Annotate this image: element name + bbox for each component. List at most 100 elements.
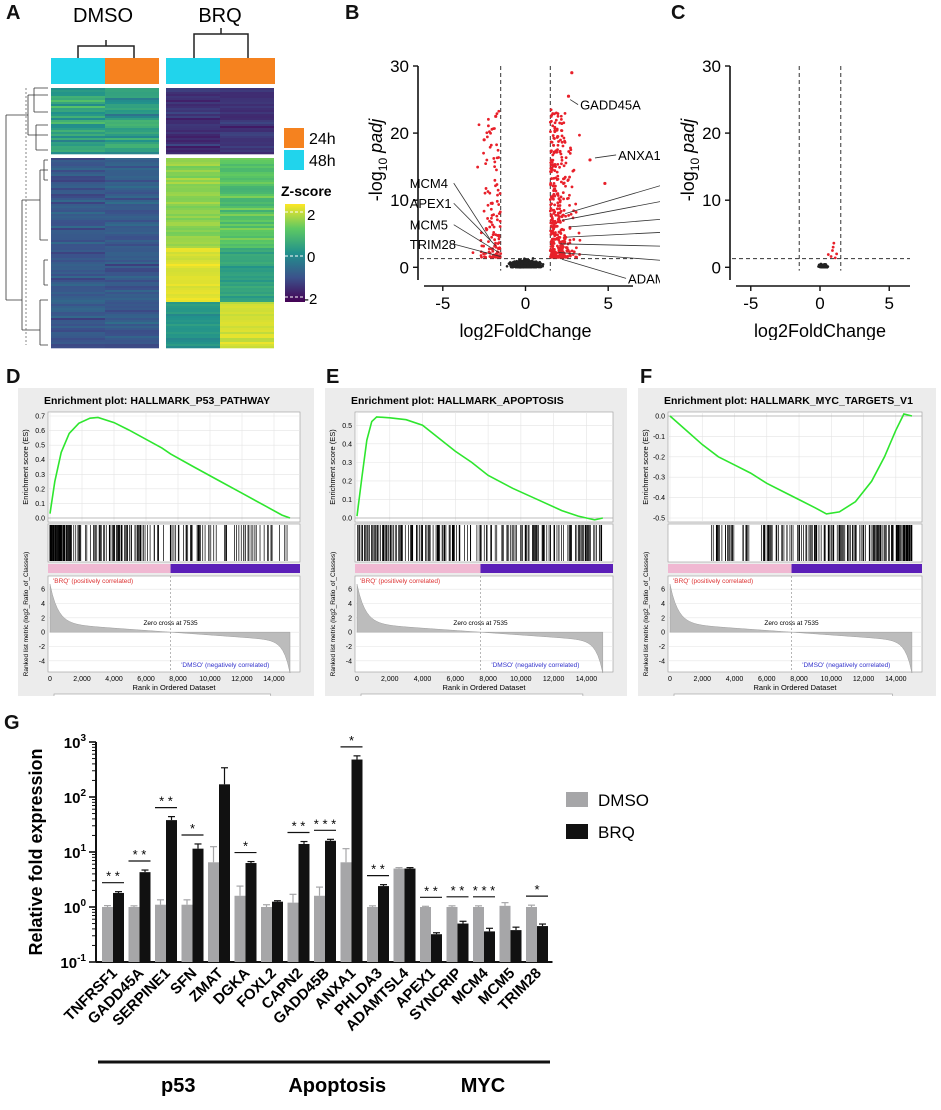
panel-label-a: A [6,2,21,24]
heatmap-cell [105,120,159,123]
heatmap-cell [105,308,159,311]
point-ns [520,261,523,265]
heatmap-cell [220,92,274,95]
heatmap-cell [166,218,220,221]
point-ns [505,265,509,268]
heatmap-cell [166,330,220,333]
point-sig [553,255,556,258]
point-ns [512,265,516,269]
point-sig [495,183,499,186]
heatmap-cell [105,132,159,135]
heatmap-cell [220,242,274,245]
heatmap-cell [166,220,220,223]
heatmap-cell [220,96,274,99]
bar-brq [219,784,230,962]
rank-tick-label: 2 [41,615,45,622]
heatmap-cell [166,160,220,163]
heatmap-cell [51,282,105,285]
heatmap-cell [220,244,274,247]
heatmap-cell [105,142,159,145]
significance-stars: * * [133,847,147,862]
heatmap-cell [220,274,274,277]
point-sig [483,255,486,258]
heatmap-cell [51,136,105,139]
es-tick-label: -0.2 [653,454,665,461]
heatmap-cell [220,182,274,185]
heatmap-cell [105,152,159,155]
heatmap-cell [166,254,220,257]
point-sig [489,143,493,147]
point-sig [562,121,566,125]
point-sig [557,235,561,239]
point-sig [493,165,497,169]
enrichment-profile-line [669,413,913,515]
heatmap-cell [51,244,105,247]
heatmap-cell [51,246,105,249]
point-sig [498,247,502,251]
heatmap-cell [51,184,105,187]
point-sig [560,134,564,138]
y-tick-label: 100 [64,898,87,917]
heatmap-cell [220,138,274,141]
point-sig [551,124,555,128]
point-sig [486,217,489,220]
y-tick-label: 20 [390,124,409,143]
heatmap-cell [51,206,105,209]
heatmap-cell [51,340,105,343]
heatmap-cell [105,316,159,319]
point-sig [498,225,502,228]
bar-dmso [473,907,484,962]
point-sig [549,170,552,173]
heatmap-cell [166,108,220,111]
point-sig [568,175,571,179]
heatmap-cell [105,222,159,225]
heatmap-cell [105,312,159,315]
positive-correlation-bar [48,564,171,573]
heatmap-cell [220,326,274,329]
point-ns [519,264,523,268]
heatmap-cell [105,274,159,277]
heatmap-cell [105,328,159,331]
point-sig [570,71,574,75]
point-sig [490,127,494,131]
point-sig [491,223,494,227]
point-sig [551,208,555,212]
heatmap-cell [105,192,159,195]
point-sig [487,247,491,251]
point-sig [568,193,571,197]
point-sig [556,233,559,237]
heatmap-cell [166,102,220,105]
heatmap-cell [220,222,274,225]
heatmap-cell [166,292,220,295]
point-sig [496,148,500,152]
point-sig [553,169,557,172]
heatmap-cell [220,184,274,187]
heatmap-cell [166,268,220,271]
point-sig [564,184,567,188]
significance-stars: * [534,882,539,897]
point-sig [578,238,582,242]
y-tick-label: 30 [390,57,409,76]
point-sig [560,129,564,133]
point-sig [832,241,836,245]
heatmap-cell [51,160,105,163]
panel-label-f: F [640,366,653,388]
point-sig [574,255,578,259]
point-sig [549,245,553,248]
heatmap-cell [105,162,159,165]
heatmap-cell [51,128,105,131]
significance-stars: * * [159,794,173,809]
heatmap-cell [166,98,220,101]
heatmap-cell [105,314,159,317]
heatmap-cell [51,248,105,251]
bar-brq [351,759,363,962]
rank-x-tick-label: 14,000 [576,676,598,683]
heatmap-cell [105,262,159,265]
heatmap-cell [220,304,274,307]
heatmap-cell [166,188,220,191]
point-ns [517,262,521,265]
heatmap-cell [105,98,159,101]
point-sig [559,114,563,118]
heatmap-cell [220,320,274,323]
es-plot-area [47,411,301,523]
